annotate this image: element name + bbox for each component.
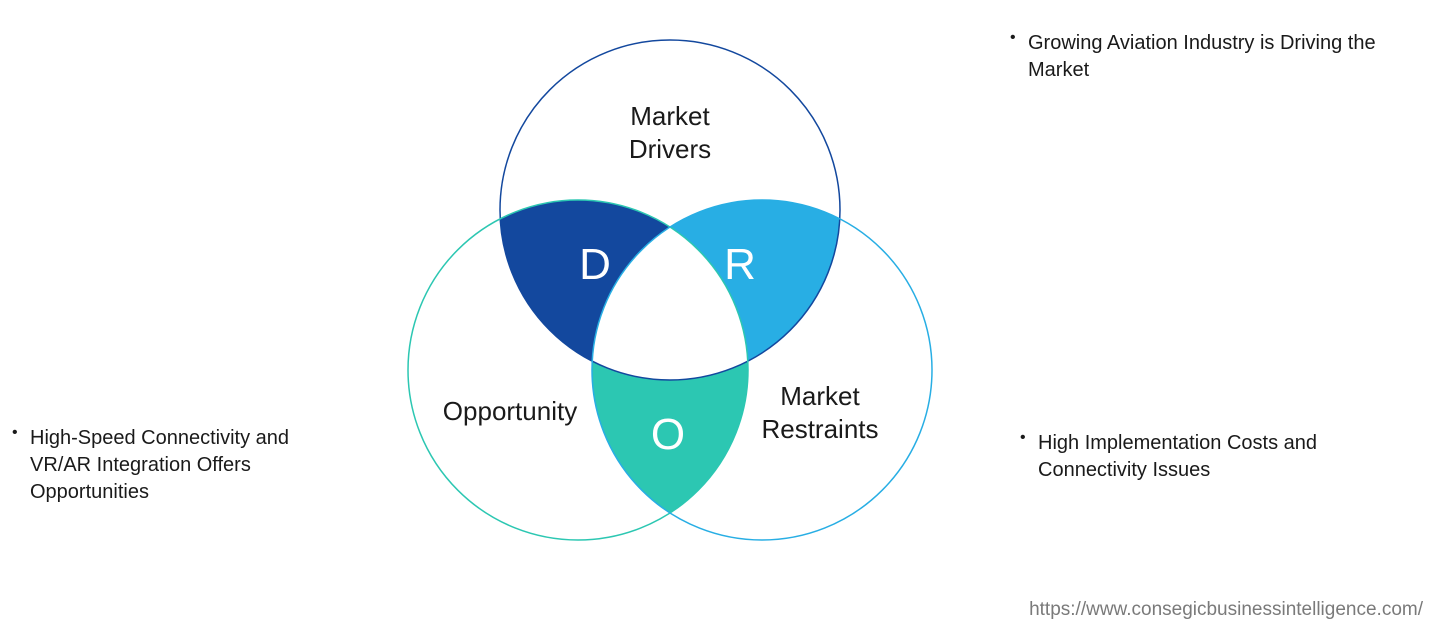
bullet-opportunity: High-Speed Connectivity and VR/AR Integr… [12,425,342,506]
label-top-line1: Market [630,101,709,131]
label-top-line2: Drivers [629,134,711,164]
bullet-drivers: Growing Aviation Industry is Driving the… [1010,30,1390,84]
overlap-letter-d: D [565,235,625,295]
venn-diagram: Market Drivers Opportunity Market Restra… [360,10,980,610]
overlap-letter-r: R [710,235,770,295]
label-opportunity: Opportunity [420,395,600,428]
label-market-restraints: Market Restraints [730,380,910,445]
bullet-restraints: High Implementation Costs and Connectivi… [1020,430,1380,484]
bullet-drivers-item: Growing Aviation Industry is Driving the… [1028,30,1390,84]
label-right-line1: Market [780,381,859,411]
overlap-letter-o: O [638,405,698,465]
source-url: https://www.consegicbusinessintelligence… [1029,599,1423,621]
label-market-drivers: Market Drivers [360,100,980,165]
bullet-opportunity-item: High-Speed Connectivity and VR/AR Integr… [30,425,342,506]
bullet-restraints-item: High Implementation Costs and Connectivi… [1038,430,1380,484]
label-right-line2: Restraints [761,414,878,444]
